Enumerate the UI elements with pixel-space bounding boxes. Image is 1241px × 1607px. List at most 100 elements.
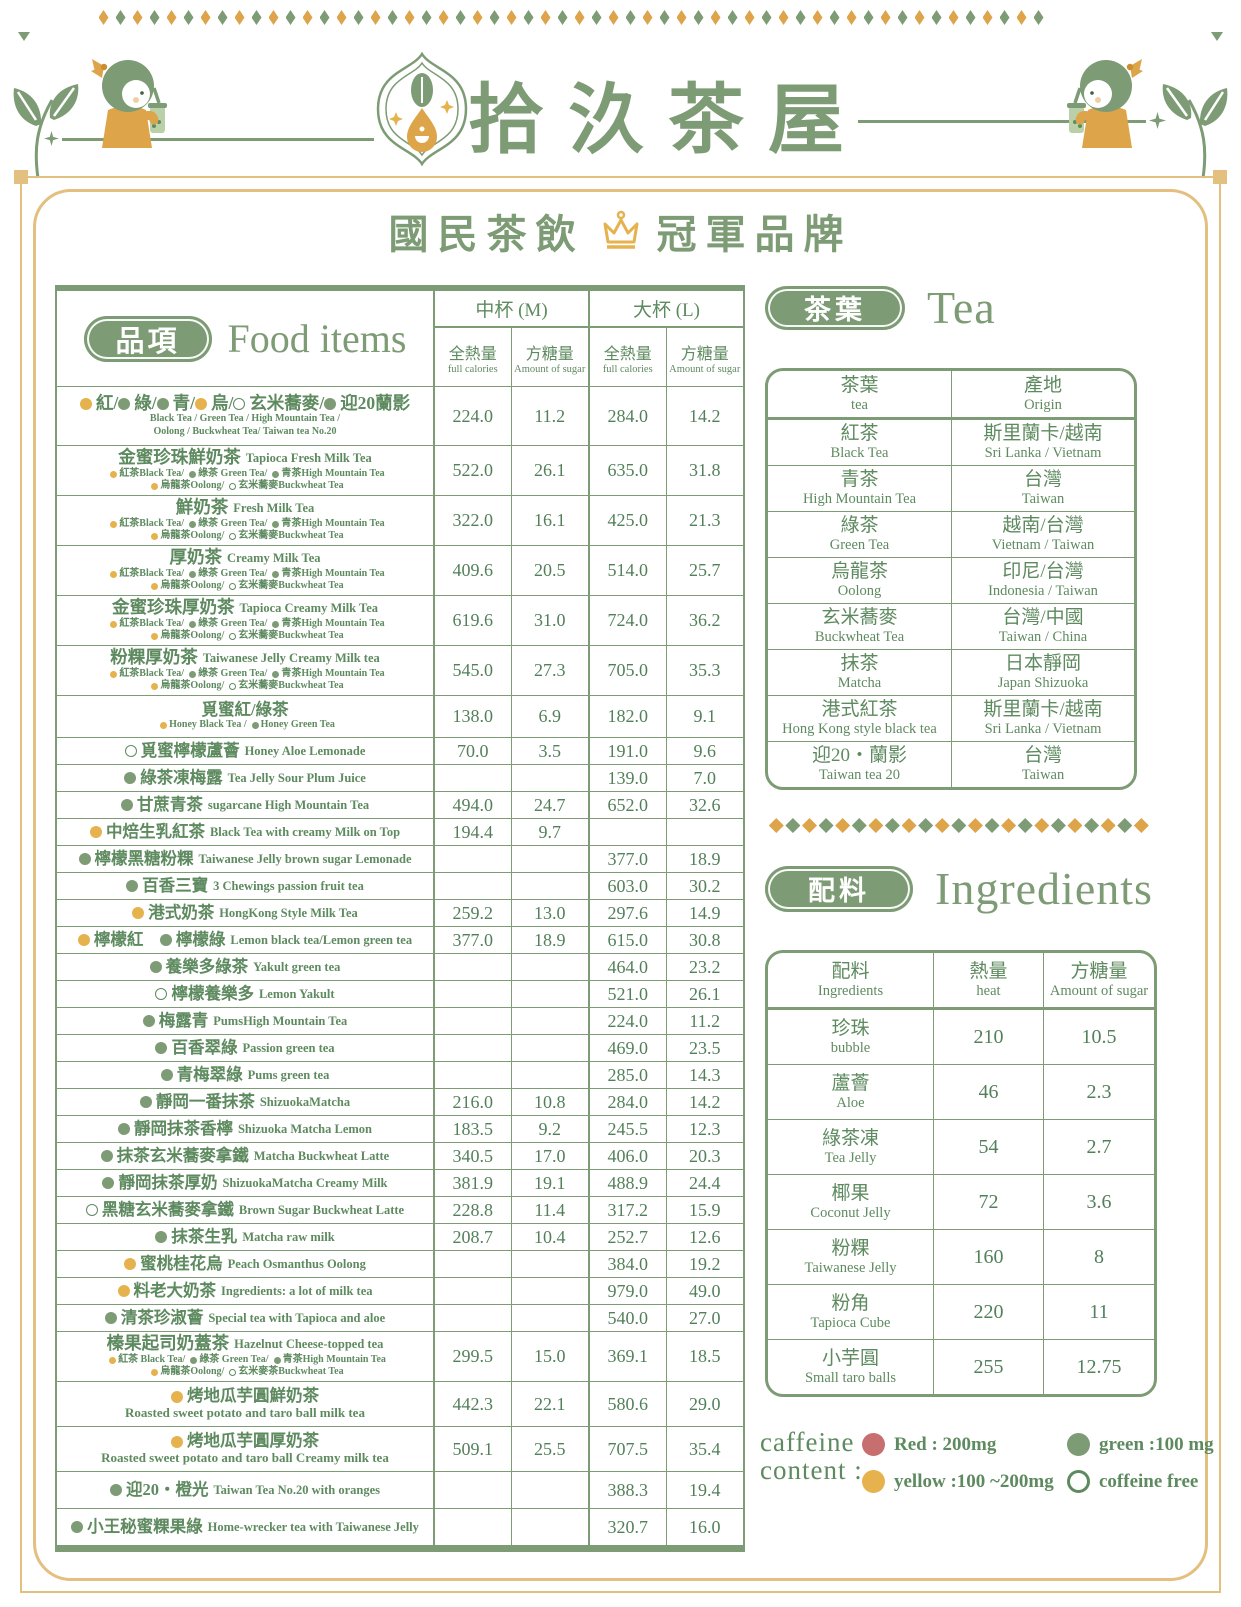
caffeine-dot-icon	[110, 670, 118, 678]
text-segment: 烏龍茶Oolong/	[160, 480, 225, 492]
tea-origin-zh: 斯里蘭卡/越南	[983, 699, 1103, 721]
food-item-name: 靜岡一番抹茶 ShizuokaMatcha	[57, 1089, 433, 1115]
food-item-name: 金蜜珍珠鮮奶茶 Tapioca Fresh Milk Tea 紅茶Black Tea…	[57, 446, 433, 495]
mid-diamond-divider	[768, 818, 1150, 833]
food-item-subtitle: 紅茶Black Tea/綠茶 Green Tea/青茶High Mountain…	[105, 618, 385, 631]
food-item-name: 金蜜珍珠厚奶茶 Tapioca Creamy Milk Tea 紅茶Black Te…	[57, 596, 433, 645]
food-items-badge: 品項	[83, 315, 212, 362]
tea-row: 迎20・蘭影 Taiwan tea 20 台灣 Taiwan	[768, 741, 1134, 787]
large-calories-value: 377.0	[588, 846, 666, 872]
food-item-title: 紅 / 綠 / 青 / 烏 / 玄米蕎麥 / 迎20蘭影	[79, 392, 410, 414]
caffeine-dot-icon	[160, 1069, 173, 1081]
leaves-decoration-left	[13, 84, 79, 179]
diamond-icon	[285, 10, 296, 25]
food-item-title: 百香三寶 3 Chewings passion fruit tea	[126, 876, 364, 895]
caffeine-dot-icon	[324, 397, 337, 410]
caffeine-dot-icon	[189, 620, 197, 628]
caffeine-dot-icon	[229, 583, 237, 591]
diamond-icon	[931, 10, 942, 25]
caffeine-dot-icon	[126, 880, 139, 892]
large-sugar-value: 31.8	[665, 446, 744, 495]
food-item-name: 中焙生乳紅茶 Black Tea with creamy Milk on Top	[57, 819, 433, 845]
medium-calories-value: 522.0	[433, 446, 511, 495]
top-diamond-strip	[95, 10, 1047, 25]
ingredient-name-cell: 小芋圓 Small taro balls	[768, 1340, 933, 1394]
diamond-icon	[676, 10, 687, 25]
large-calories-value: 469.0	[588, 1035, 666, 1061]
tea-origin-zh: 越南/台灣	[1002, 515, 1084, 537]
food-item-title: 檸檬紅 檸檬綠 Lemon black tea/Lemon green tea	[77, 930, 412, 949]
food-item-name: 粉粿厚奶茶 Taiwanese Jelly Creamy Milk tea 紅茶Bl…	[57, 646, 433, 695]
large-sugar-value: 14.2	[665, 1089, 744, 1115]
diamond-icon	[897, 10, 908, 25]
medium-calories-value	[433, 1472, 511, 1508]
tea-origin-en: Taiwan	[1021, 491, 1065, 508]
text-segment: 覓蜜紅/綠茶	[201, 700, 289, 720]
diamond-icon	[918, 818, 934, 833]
caffeine-dot-icon	[79, 397, 92, 410]
ingredient-name-zh: 粉角	[831, 1292, 870, 1314]
large-calories-value: 139.0	[588, 765, 666, 791]
text-segment: 檸檬黑糖粉粿	[94, 848, 194, 868]
food-item-name-en: Brown Sugar Buckwheat Latte	[238, 1203, 405, 1217]
large-sugar-value: 32.6	[665, 792, 744, 818]
tea-origin-en: Japan Shizuoka	[997, 675, 1089, 692]
tea-badge-label: 茶葉	[804, 295, 866, 325]
tea-name-zh: 迎20・蘭影	[811, 745, 907, 767]
ingredient-name-cell: 粉角 Tapioca Cube	[768, 1285, 933, 1339]
text-segment: 玄米蕎麥	[249, 392, 320, 413]
tea-title-en: Tea	[927, 282, 996, 333]
text-segment: 紅茶 Black Tea/	[118, 1353, 186, 1365]
caffeine-dot-icon	[117, 1285, 130, 1297]
tea-name-cell: 綠茶 Green Tea	[768, 512, 951, 557]
diamond-icon	[744, 10, 755, 25]
corner-triangle-right	[1211, 32, 1223, 41]
text-segment: 青梅翠綠	[176, 1064, 243, 1084]
food-item-title: 覓蜜紅/綠茶	[201, 700, 289, 720]
medium-calories-value: 228.8	[433, 1197, 511, 1223]
medium-sugar-value	[510, 981, 589, 1007]
ingredient-name-zh: 綠茶凍	[821, 1127, 879, 1149]
tea-origin-zh: 台灣/中國	[1002, 607, 1084, 629]
food-item-subtitle: Black Tea / Green Tea / High Mountain Te…	[150, 413, 340, 426]
tea-origin-cell: 斯里蘭卡/越南 Sri Lanka / Vietnam	[951, 420, 1134, 465]
medium-calories-value: 442.3	[433, 1382, 511, 1426]
caffeine-dot-icon	[149, 961, 162, 973]
food-row: 烤地瓜芋圓厚奶茶 Roasted sweet potato and taro ba…	[57, 1426, 743, 1471]
medium-calories-value	[433, 765, 511, 791]
text-segment: 玄米蕎麥Buckwheat Tea	[238, 480, 344, 492]
tea-name-zh: 綠茶	[840, 515, 879, 537]
food-item-name: 厚奶茶 Creamy Milk Tea 紅茶Black Tea/綠茶 Green T…	[57, 546, 433, 595]
medium-calories-value: 377.0	[433, 927, 511, 953]
food-item-name-en: Passion green tea	[242, 1041, 335, 1055]
medium-calories-value: 216.0	[433, 1089, 511, 1115]
large-calories-value: 488.9	[588, 1170, 666, 1196]
food-row: 檸檬養樂多 Lemon Yakult 521.0 26.1	[57, 980, 743, 1007]
medium-sugar-value: 20.5	[510, 546, 589, 595]
food-row: 烤地瓜芋圓鮮奶茶 Roasted sweet potato and taro ba…	[57, 1381, 743, 1426]
medium-calories-value: 545.0	[433, 646, 511, 695]
large-calories-value: 285.0	[588, 1062, 666, 1088]
food-item-title: 粉粿厚奶茶 Taiwanese Jelly Creamy Milk tea	[110, 648, 380, 668]
diamond-icon	[404, 10, 415, 25]
ingredient-row: 小芋圓 Small taro balls 255 12.75	[768, 1339, 1154, 1394]
text-segment: 玄米蕎麥Buckwheat Tea	[238, 680, 344, 692]
caffeine-label-line2: content :	[760, 1455, 863, 1486]
tea-origin-cell: 日本靜岡 Japan Shizuoka	[951, 650, 1134, 695]
caffeine-dot-icon	[109, 1484, 122, 1496]
tea-name-en: Oolong	[837, 583, 882, 600]
large-sugar-value: 14.3	[665, 1062, 744, 1088]
text-segment: 靜岡抹茶厚奶	[118, 1172, 218, 1192]
diamond-icon	[785, 818, 801, 833]
diamond-icon	[217, 10, 228, 25]
large-calories-value: 540.0	[588, 1305, 666, 1331]
large-sugar-value: 27.0	[665, 1305, 744, 1331]
medium-calories-value	[433, 981, 511, 1007]
diamond-icon	[251, 10, 262, 25]
inner-frame	[33, 189, 1208, 1581]
tea-name-en: Black Tea	[830, 445, 889, 462]
caffeine-dot-icon	[85, 1204, 98, 1216]
diamond-icon	[353, 10, 364, 25]
caffeine-dot-icon	[118, 397, 131, 410]
food-row: 甘蔗青茶 sugarcane High Mountain Tea 494.0 24.7…	[57, 791, 743, 818]
